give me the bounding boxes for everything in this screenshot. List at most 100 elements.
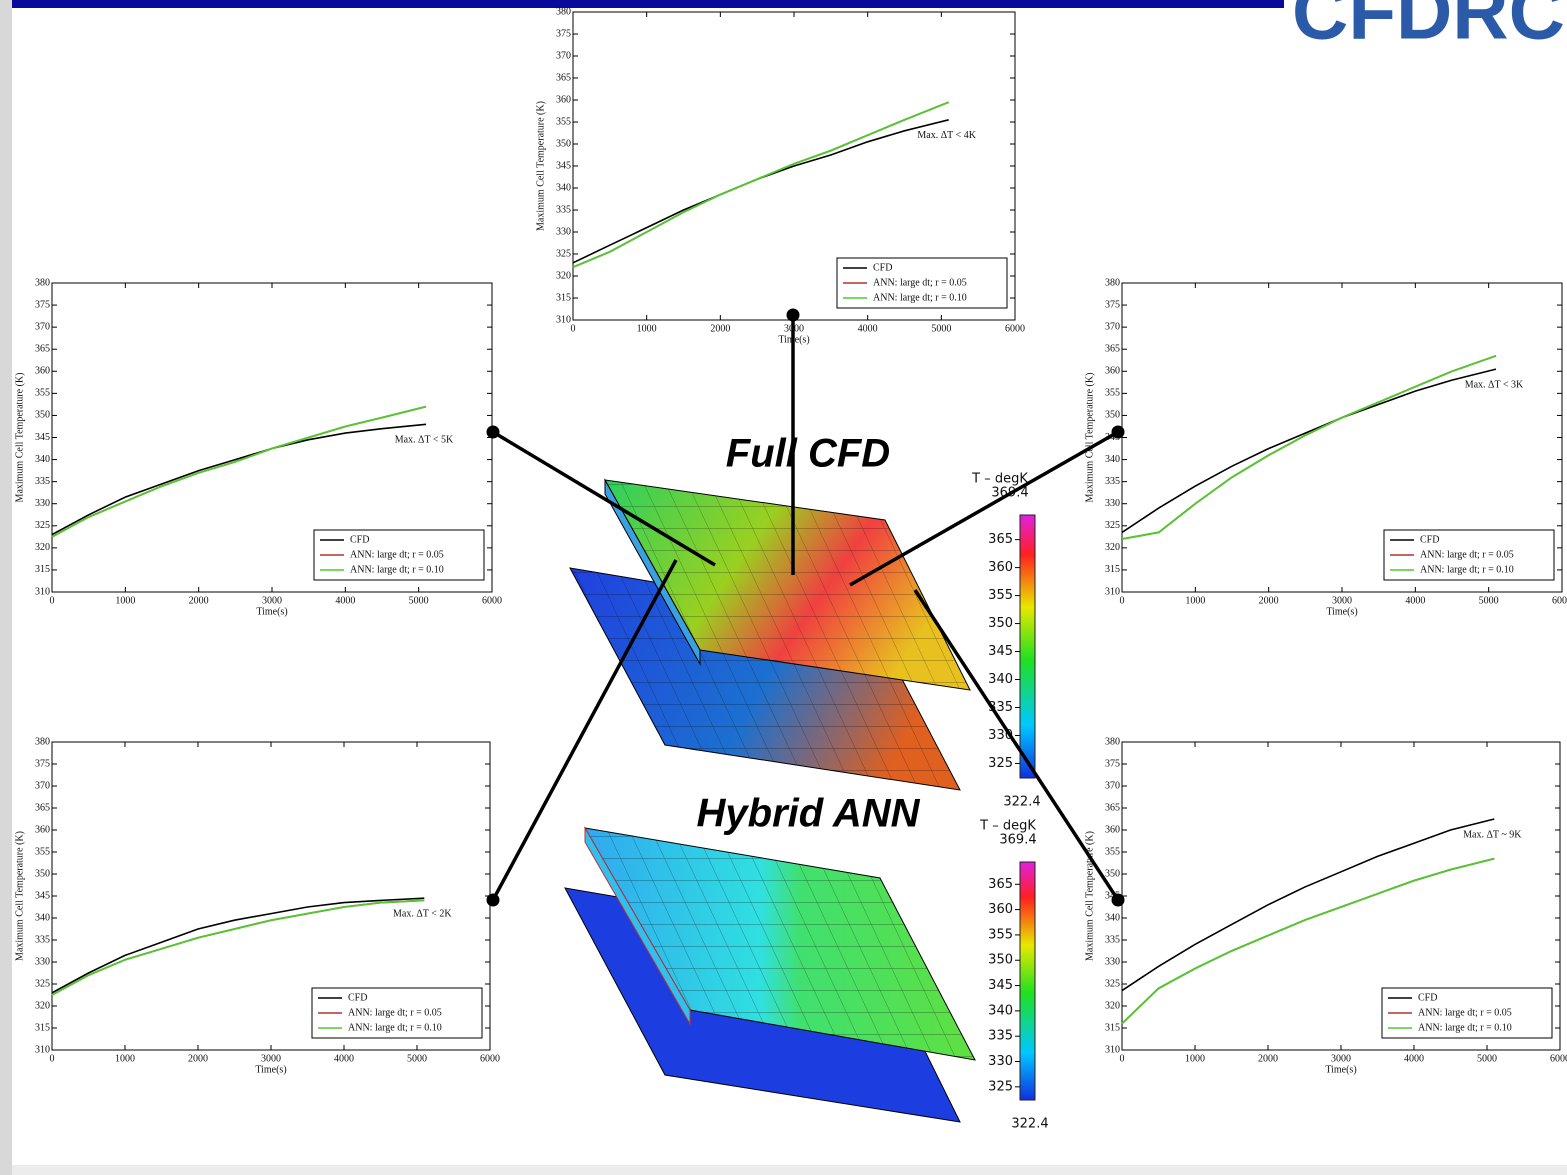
colorbar-tick-label: 335 bbox=[988, 1029, 1013, 1044]
colorbar-tick-label: 330 bbox=[988, 1054, 1013, 1069]
y-tick-label: 340 bbox=[35, 454, 50, 465]
y-tick-label: 350 bbox=[556, 138, 571, 149]
x-tick-label: 0 bbox=[1120, 1053, 1125, 1064]
colorbar-tick-label: 325 bbox=[988, 1079, 1013, 1094]
y-tick-label: 335 bbox=[1105, 934, 1120, 945]
legend-label: ANN: large dt; r = 0.10 bbox=[1418, 1022, 1512, 1033]
y-tick-label: 340 bbox=[1105, 454, 1120, 465]
x-tick-label: 2000 bbox=[710, 323, 730, 334]
y-tick-label: 375 bbox=[35, 758, 50, 769]
legend-label: ANN: large dt; r = 0.10 bbox=[873, 292, 967, 303]
series-line bbox=[52, 900, 424, 995]
colorbar-tick-label: 345 bbox=[988, 644, 1013, 659]
y-tick-label: 330 bbox=[556, 226, 571, 237]
y-tick-label: 375 bbox=[1105, 299, 1120, 310]
annotation: Max. ΔT ~ 9K bbox=[1463, 829, 1522, 840]
connector-dot bbox=[1112, 894, 1125, 907]
y-tick-label: 330 bbox=[1105, 498, 1120, 509]
y-tick-label: 315 bbox=[1105, 1022, 1120, 1033]
y-axis-label: Maximum Cell Temperature (K) bbox=[14, 373, 25, 503]
y-tick-label: 330 bbox=[35, 498, 50, 509]
y-tick-label: 355 bbox=[1105, 388, 1120, 399]
legend-label: CFD bbox=[350, 534, 369, 545]
y-tick-label: 315 bbox=[1105, 564, 1120, 575]
x-tick-label: 2000 bbox=[188, 1053, 208, 1064]
colorbar-tick-label: 365 bbox=[988, 877, 1013, 892]
y-tick-label: 350 bbox=[35, 868, 50, 879]
legend-label: ANN: large dt; r = 0.10 bbox=[1420, 564, 1514, 575]
y-tick-label: 375 bbox=[556, 28, 571, 39]
legend-label: CFD bbox=[1420, 534, 1439, 545]
x-tick-label: 3000 bbox=[262, 595, 282, 606]
colorbar bbox=[1020, 515, 1035, 778]
y-tick-label: 325 bbox=[35, 978, 50, 989]
y-tick-label: 320 bbox=[35, 542, 50, 553]
x-tick-label: 1000 bbox=[1185, 1053, 1205, 1064]
y-tick-label: 370 bbox=[1105, 321, 1120, 332]
x-tick-label: 4000 bbox=[334, 1053, 354, 1064]
x-tick-label: 1000 bbox=[115, 595, 135, 606]
render-title: Full CFD bbox=[726, 432, 890, 476]
y-tick-label: 370 bbox=[1105, 780, 1120, 791]
legend-label: ANN: large dt; r = 0.05 bbox=[1418, 1007, 1512, 1018]
y-tick-label: 325 bbox=[1105, 978, 1120, 989]
y-axis-label: Maximum Cell Temperature (K) bbox=[1084, 373, 1095, 503]
y-tick-label: 340 bbox=[35, 912, 50, 923]
legend-label: CFD bbox=[1418, 992, 1437, 1003]
render-title: Hybrid ANN bbox=[697, 792, 921, 836]
series-line bbox=[573, 102, 949, 267]
y-tick-label: 375 bbox=[35, 299, 50, 310]
x-tick-label: 2000 bbox=[1259, 595, 1279, 606]
colorbar-max: 369.4 bbox=[999, 833, 1036, 848]
colorbar-tick-label: 340 bbox=[988, 672, 1013, 687]
y-tick-label: 350 bbox=[35, 410, 50, 421]
x-tick-label: 1000 bbox=[115, 1053, 135, 1064]
x-tick-label: 4000 bbox=[1405, 595, 1425, 606]
colorbar-min: 322.4 bbox=[1011, 1117, 1048, 1132]
x-tick-label: 5000 bbox=[1479, 595, 1499, 606]
legend-label: ANN: large dt; r = 0.05 bbox=[348, 1007, 442, 1018]
y-tick-label: 365 bbox=[1105, 344, 1120, 355]
y-tick-label: 310 bbox=[556, 314, 571, 325]
x-tick-label: 5000 bbox=[1477, 1053, 1497, 1064]
legend-label: CFD bbox=[348, 992, 367, 1003]
y-tick-label: 335 bbox=[35, 476, 50, 487]
x-tick-label: 6000 bbox=[1552, 595, 1567, 606]
y-tick-label: 310 bbox=[35, 1044, 50, 1055]
colorbar-tick-label: 360 bbox=[988, 560, 1013, 575]
cfd-render bbox=[570, 480, 970, 790]
y-tick-label: 325 bbox=[556, 248, 571, 259]
colorbar-min: 322.4 bbox=[1003, 795, 1040, 810]
colorbar-label: T – degK bbox=[979, 819, 1036, 834]
annotation: Max. ΔT < 2K bbox=[393, 908, 452, 919]
annotation: Max. ΔT < 3K bbox=[1465, 379, 1524, 390]
y-tick-label: 355 bbox=[1105, 846, 1120, 857]
annotation: Max. ΔT < 5K bbox=[395, 435, 454, 446]
y-tick-label: 340 bbox=[556, 182, 571, 193]
legend-label: ANN: large dt; r = 0.10 bbox=[350, 564, 444, 575]
page: CFDRC 3103153203253303353403453503553603… bbox=[0, 0, 1567, 1175]
x-tick-label: 0 bbox=[571, 323, 576, 334]
x-tick-label: 3000 bbox=[261, 1053, 281, 1064]
legend-label: ANN: large dt; r = 0.10 bbox=[348, 1022, 442, 1033]
y-tick-label: 315 bbox=[35, 564, 50, 575]
y-tick-label: 370 bbox=[35, 780, 50, 791]
y-tick-label: 320 bbox=[1105, 1000, 1120, 1011]
ann-render bbox=[565, 828, 975, 1122]
y-tick-label: 345 bbox=[556, 160, 571, 171]
y-tick-label: 370 bbox=[556, 50, 571, 61]
x-tick-label: 5000 bbox=[409, 595, 429, 606]
y-tick-label: 335 bbox=[35, 934, 50, 945]
side-strip bbox=[0, 0, 12, 1175]
y-tick-label: 375 bbox=[1105, 758, 1120, 769]
x-axis-label: Time(s) bbox=[1325, 1064, 1356, 1075]
slide: CFDRC 3103153203253303353403453503553603… bbox=[0, 0, 1567, 1175]
y-tick-label: 315 bbox=[35, 1022, 50, 1033]
x-tick-label: 1000 bbox=[637, 323, 657, 334]
y-tick-label: 380 bbox=[556, 6, 571, 17]
series-line bbox=[52, 898, 424, 993]
y-tick-label: 380 bbox=[35, 277, 50, 288]
connector-dot bbox=[1112, 426, 1125, 439]
x-tick-label: 6000 bbox=[482, 595, 502, 606]
x-tick-label: 0 bbox=[50, 595, 55, 606]
